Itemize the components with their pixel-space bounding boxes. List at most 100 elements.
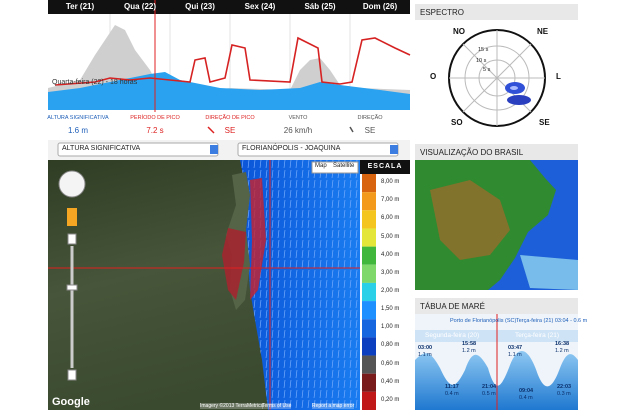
ring-label: 10 s xyxy=(476,58,487,64)
readout-label: DIREÇÃO xyxy=(357,115,383,121)
scale-label: 8,00 m xyxy=(381,179,400,186)
scale-label: 5,00 m xyxy=(381,233,400,240)
scale-swatch xyxy=(362,337,376,356)
tide-selected: Terça-feira (21) 03:04 - 0.6 m xyxy=(516,318,588,324)
ring-label: 5 s xyxy=(483,67,491,73)
scale-label: 3,00 m xyxy=(381,269,400,276)
tide-day: Terça-feira (21) xyxy=(515,332,560,339)
google-logo: Google xyxy=(52,396,90,408)
wind-direction-arrow xyxy=(349,126,354,133)
tide-height: 1.1 m xyxy=(418,352,432,358)
scale-label: 6,00 m xyxy=(381,215,400,222)
day-bar xyxy=(48,0,410,14)
scale-label: 0,60 m xyxy=(381,360,400,367)
zoom-handle[interactable] xyxy=(66,284,78,291)
tide-height: 0.4 m xyxy=(445,391,459,397)
readout-label: PERÍODO DE PICO xyxy=(130,115,180,121)
attribution: Report a map error xyxy=(312,403,355,409)
spectrum-peak xyxy=(507,95,531,105)
layer-select-text: ALTURA SIGNIFICATIVA xyxy=(62,145,141,152)
tide-time: 21:04 xyxy=(482,384,497,390)
readout-value: SE xyxy=(224,126,236,135)
scale-swatch xyxy=(362,319,376,338)
compass-label: SE xyxy=(539,118,550,127)
peak-direction-arrow xyxy=(207,126,215,134)
street-view[interactable] xyxy=(67,208,77,226)
scale-title: ESCALA xyxy=(367,163,403,170)
scale-label: 2,00 m xyxy=(381,288,400,294)
spectrum-core xyxy=(510,86,518,90)
scale-swatch xyxy=(362,282,376,302)
tide-height: 0.4 m xyxy=(519,395,533,401)
scale-swatch xyxy=(362,174,376,193)
scale-swatches xyxy=(362,174,376,410)
scale-label: 1,50 m xyxy=(381,306,400,313)
readout-value: SE xyxy=(364,126,376,135)
attribution: Terms of Use xyxy=(262,403,292,409)
scale-swatch xyxy=(362,355,376,374)
scale-swatch xyxy=(362,373,376,392)
scale-swatch xyxy=(362,301,376,320)
panel-title: TÁBUA DE MARÉ xyxy=(420,302,485,311)
tide-time: 03:00 xyxy=(418,345,433,351)
scale-swatch xyxy=(362,192,376,211)
panel-header xyxy=(415,4,578,20)
tide-time: 16:38 xyxy=(555,341,570,347)
scale-label: 4,00 m xyxy=(381,251,400,258)
scale-label: 1,00 m xyxy=(381,324,400,331)
zoom-out[interactable] xyxy=(67,369,77,381)
scale-label: 7,00 m xyxy=(381,197,400,204)
compass-label: NO xyxy=(453,27,465,36)
readout-label: ALTURA SIGNIFICATIVA xyxy=(47,115,109,121)
scale-label: 0,80 m xyxy=(381,342,400,349)
tide-time: 22:03 xyxy=(557,384,572,390)
tide-day: Segunda-feira (20) xyxy=(425,332,480,339)
attribution: Imagery ©2013 TerraMetrics xyxy=(200,403,264,409)
map-button: Map xyxy=(315,163,327,169)
scale-swatch xyxy=(362,391,376,410)
readout-label: VENTO xyxy=(288,115,308,121)
compass-label: O xyxy=(430,72,437,81)
panel-title: VISUALIZAÇÃO DO BRASIL xyxy=(420,148,524,157)
scale-header xyxy=(360,160,410,174)
panel-header xyxy=(415,144,578,160)
relief xyxy=(430,180,510,260)
tide-time: 15:58 xyxy=(462,341,477,347)
ring-label: 15 s xyxy=(478,47,489,53)
select-arrow xyxy=(210,145,218,154)
scale-swatch xyxy=(362,246,376,265)
swell-area xyxy=(520,255,578,290)
tide-height: 1.1 m xyxy=(508,352,522,358)
day-label: Dom (26) xyxy=(362,2,398,11)
tide-height: 0.3 m xyxy=(557,391,571,397)
day-label: Sáb (25) xyxy=(304,2,336,11)
bay-layer xyxy=(222,228,246,300)
tide-height: 1.2 m xyxy=(555,348,569,354)
readout-value: 7.2 s xyxy=(146,126,164,135)
scale-label: 0,20 m xyxy=(381,396,400,403)
tide-port: Porto de Florianópolis (SC) xyxy=(450,318,517,324)
tide-time: 03:47 xyxy=(508,345,523,351)
tide-time: 11:17 xyxy=(445,384,459,390)
day-label: Sex (24) xyxy=(244,2,276,11)
readout-bar xyxy=(48,112,410,138)
readout-value: 26 km/h xyxy=(283,126,313,135)
day-label: Ter (21) xyxy=(65,2,95,11)
location-select-text: FLORIANÓPOLIS - JOAQUINA xyxy=(242,145,341,152)
day-label: Qua (22) xyxy=(123,2,157,11)
pan-control[interactable] xyxy=(58,170,86,198)
readout-label: DIREÇÃO DE PICO xyxy=(205,115,255,121)
coast-layer xyxy=(250,178,266,300)
scale-swatch xyxy=(362,264,376,283)
polar-grid xyxy=(449,30,545,126)
satellite-button: Satellite xyxy=(333,163,355,169)
tide-time: 09:04 xyxy=(519,388,534,394)
compass-label: NE xyxy=(537,27,549,36)
tide-height: 0.5 m xyxy=(482,391,496,397)
select-arrow xyxy=(390,145,398,154)
scale-swatch xyxy=(362,210,376,229)
zoom-in[interactable] xyxy=(67,233,77,245)
panel-title: ESPECTRO xyxy=(420,8,465,17)
